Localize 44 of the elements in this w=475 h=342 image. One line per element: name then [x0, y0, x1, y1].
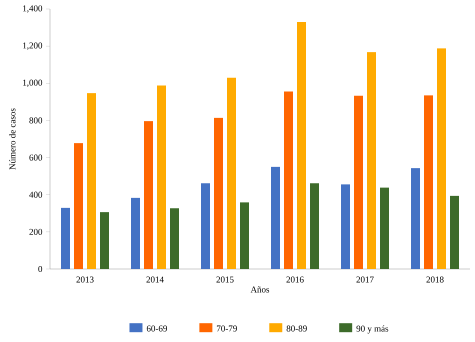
bar	[61, 208, 70, 269]
bar	[367, 52, 376, 269]
y-tick-label: 800	[29, 117, 42, 124]
bar	[284, 91, 293, 269]
y-axis-title: Número de casos	[9, 108, 16, 170]
x-tick-label: 2018	[426, 276, 444, 283]
bar	[240, 202, 249, 269]
x-axis-title: Años	[250, 286, 270, 293]
bar	[214, 118, 223, 269]
legend-label: 60-69	[146, 325, 167, 332]
y-tick-label: 0	[38, 266, 42, 272]
bar	[201, 183, 210, 269]
bar	[380, 188, 390, 269]
bar	[144, 121, 153, 269]
bar	[310, 183, 320, 269]
y-tick-label: 1,400	[23, 5, 42, 13]
bar	[271, 166, 280, 269]
bar	[170, 208, 179, 269]
legend-label: 90 y más	[356, 325, 388, 334]
y-tick-label: 1,000	[23, 80, 42, 87]
bar	[157, 86, 166, 269]
bar	[87, 93, 96, 269]
x-tick-label: 2017	[356, 276, 374, 283]
bar	[297, 22, 306, 269]
bar	[74, 143, 83, 269]
bar	[354, 96, 364, 269]
bar	[450, 196, 460, 269]
bar	[341, 184, 350, 269]
y-tick-label: 400	[29, 192, 42, 198]
bar	[411, 168, 420, 269]
x-tick-label: 2016	[286, 276, 304, 283]
bar	[227, 78, 236, 269]
y-tick-label: 200	[29, 228, 42, 235]
y-tick-label: 600	[29, 154, 42, 161]
bar	[100, 212, 109, 269]
bar	[131, 198, 140, 269]
legend-label: 80-89	[286, 325, 307, 332]
bar	[437, 48, 446, 269]
x-tick-label: 2013	[76, 276, 94, 283]
x-tick-label: 2015	[216, 276, 234, 283]
y-tick-label: 1,200	[23, 42, 42, 50]
legend-label: 70-79	[216, 325, 237, 332]
bar	[424, 95, 434, 269]
x-tick-label: 2014	[146, 276, 164, 283]
